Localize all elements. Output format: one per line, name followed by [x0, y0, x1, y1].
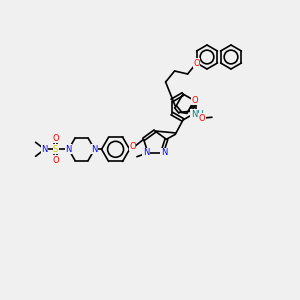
Text: N: N — [41, 145, 48, 154]
Text: O: O — [129, 142, 136, 151]
Text: N: N — [161, 148, 167, 157]
Text: O: O — [192, 96, 198, 105]
Text: N: N — [65, 145, 72, 154]
Text: NH: NH — [191, 110, 204, 119]
Text: N: N — [92, 145, 98, 154]
Text: O: O — [52, 156, 59, 165]
Text: O: O — [199, 114, 205, 123]
Text: S: S — [53, 145, 58, 154]
Text: O: O — [52, 134, 59, 143]
Text: O: O — [193, 58, 200, 68]
Text: N: N — [143, 148, 149, 157]
